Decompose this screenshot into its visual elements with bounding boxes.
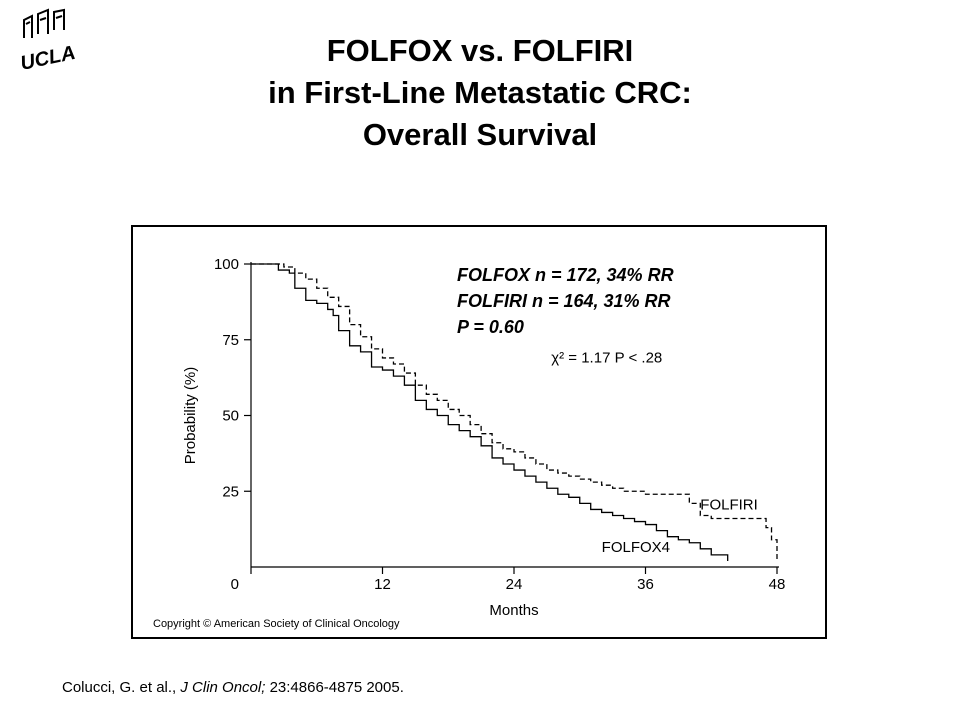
stats-box: FOLFOX n = 172, 34% RR FOLFIRI n = 164, …: [457, 262, 674, 340]
citation-ref: 23:4866-4875 2005.: [265, 679, 404, 696]
x-tick-label: 12: [374, 576, 391, 593]
y-tick-label: 25: [222, 483, 239, 500]
ucla-logo: UCLA: [20, 8, 77, 75]
chart-frame: 25 50 75 100 12 24 36 48 0 Months Probability (%) F…: [131, 225, 827, 639]
y-tick-label: 50: [222, 408, 239, 425]
page-title: FOLFOX vs. FOLFIRI in First-Line Metasta…: [130, 30, 830, 156]
annotation-folfiri: FOLFIRI: [700, 496, 758, 513]
x-tick-label: 24: [506, 576, 523, 593]
series-folfox4: [251, 263, 729, 561]
origin-label: 0: [231, 576, 239, 593]
title-line-2: in First-Line Metastatic CRC:: [268, 75, 692, 110]
x-tick-label: 36: [637, 576, 654, 593]
stats-pvalue: P = 0.60: [457, 317, 524, 337]
y-tick-label: 75: [222, 332, 239, 349]
citation: Colucci, G. et al., J Clin Oncol; 23:486…: [62, 679, 404, 696]
stats-folfox: FOLFOX n = 172, 34% RR: [457, 265, 674, 285]
citation-journal: J Clin Oncol;: [180, 679, 266, 696]
chi-square-annotation: χ² = 1.17 P < .28: [551, 349, 662, 366]
copyright-text: Copyright © American Society of Clinical…: [153, 618, 400, 630]
svg-text:UCLA: UCLA: [20, 42, 77, 75]
y-axis-label: Probability (%): [182, 367, 199, 465]
x-tick-label: 48: [769, 576, 786, 593]
stats-folfiri: FOLFIRI n = 164, 31% RR: [457, 291, 671, 311]
annotation-folfox4: FOLFOX4: [602, 539, 670, 556]
title-line-1: FOLFOX vs. FOLFIRI: [326, 33, 634, 68]
y-tick-label: 100: [214, 256, 239, 273]
title-line-3: Overall Survival: [362, 117, 598, 152]
x-axis-label: Months: [489, 602, 538, 619]
citation-authors: Colucci, G. et al.,: [62, 679, 181, 696]
survival-chart: 25 50 75 100 12 24 36 48 0 Months Probability (%) F…: [153, 256, 786, 630]
series-folfiri: [251, 263, 778, 561]
